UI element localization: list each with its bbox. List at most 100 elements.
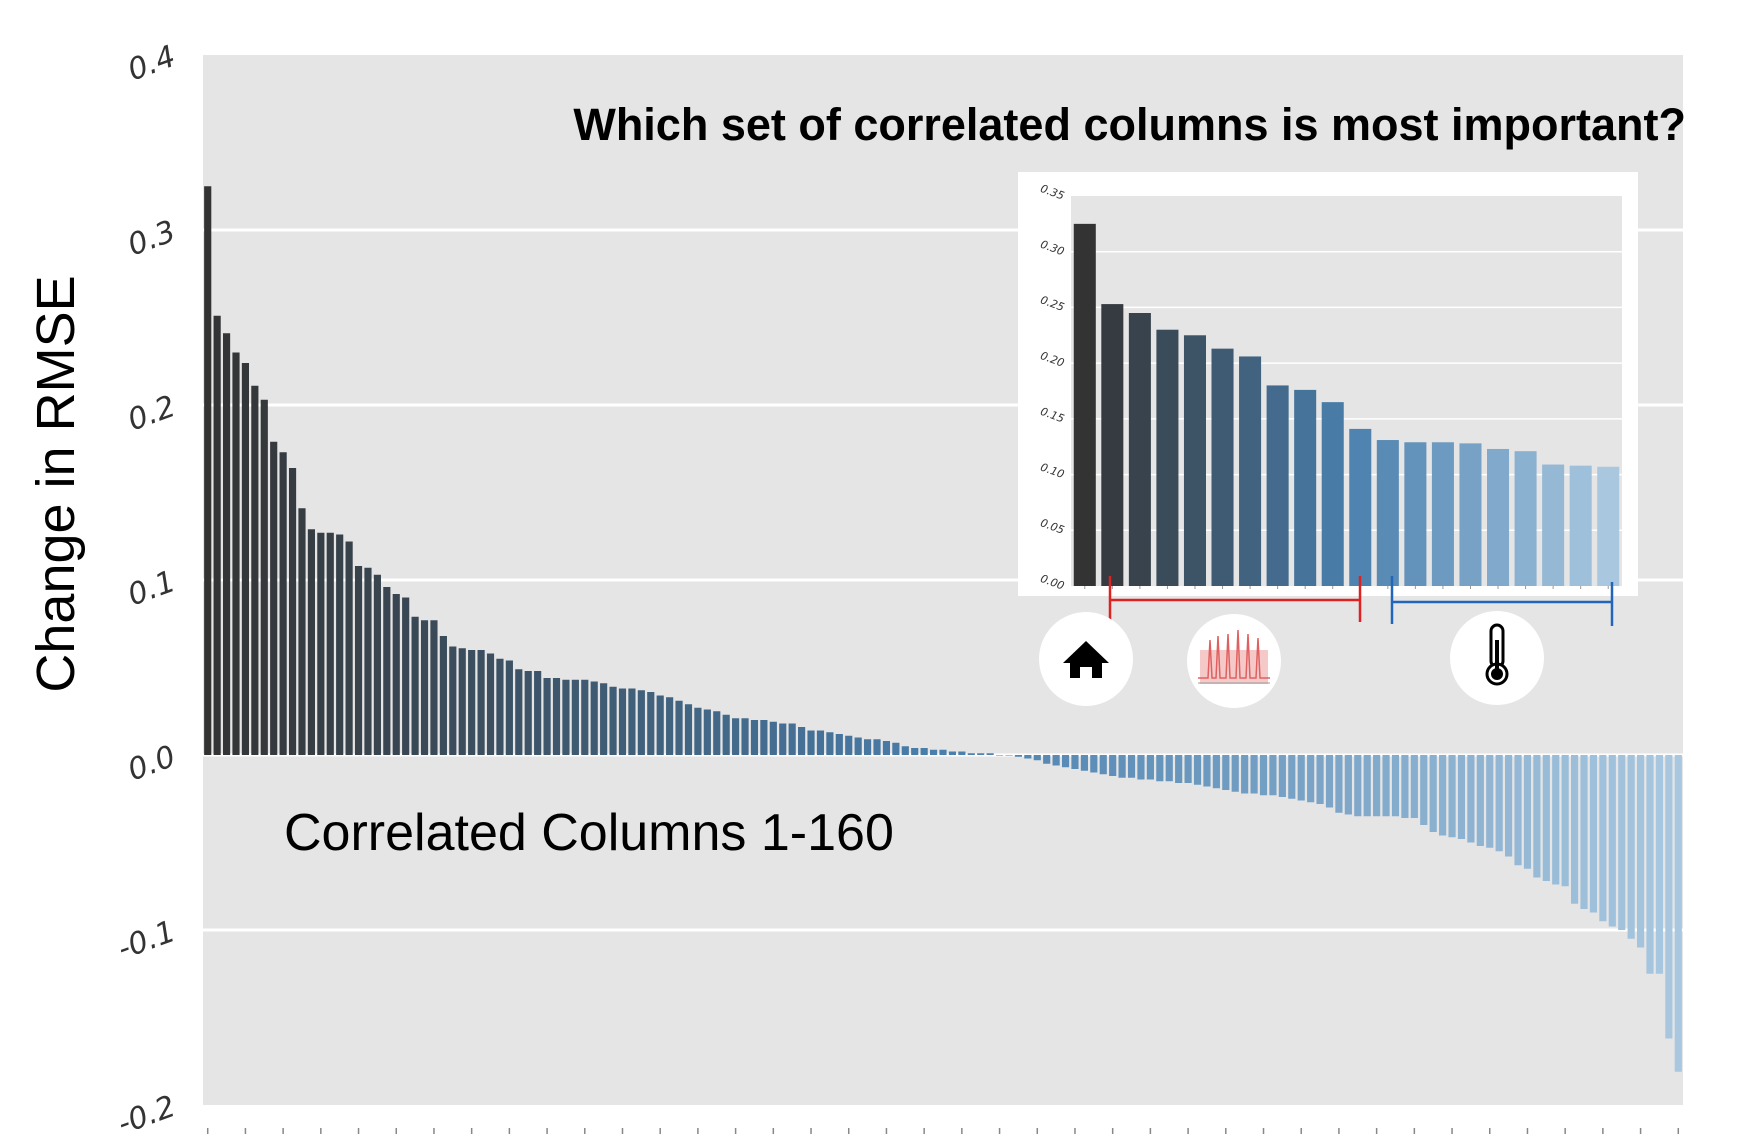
bar [1476,755,1484,846]
inset-bar [1101,304,1124,586]
bar [430,620,438,755]
bar [1222,755,1230,790]
bar [1325,755,1334,808]
bar [1184,755,1192,783]
bar [1203,755,1211,787]
bar [920,748,928,755]
bar [392,594,400,755]
house-icon [1039,612,1133,706]
bar [713,711,721,755]
bar [807,730,815,755]
bar [458,648,466,755]
inset-bar [1294,389,1317,586]
bar [1580,755,1588,909]
bar [590,681,598,755]
bar [1297,755,1305,801]
bar [298,508,306,755]
inset-bar [1128,313,1151,586]
bar [901,746,909,755]
bar [1439,755,1447,836]
bar [1373,755,1381,817]
bar [1674,755,1682,1072]
bar [1655,755,1664,974]
bar [1514,755,1522,866]
inset-bar [1459,443,1482,586]
inset-bar [1321,402,1344,586]
bar [1552,755,1560,885]
bar [1099,755,1107,775]
bar [1137,755,1145,780]
bar [1542,755,1550,881]
bar [307,529,315,755]
bar [703,709,711,755]
bracket-time-series-group [1108,576,1362,622]
bar [1448,755,1456,838]
bar [515,669,523,755]
bar [1665,755,1673,1039]
bar [1127,755,1136,778]
time-series-icon [1187,614,1281,708]
bar [581,679,589,755]
bar [618,688,627,755]
bar [1193,755,1202,785]
inset-bars [1073,223,1620,586]
inset-bar [1431,442,1454,586]
bar [647,692,655,755]
bar [1344,755,1352,815]
inset-bar [1514,451,1537,586]
bar [411,616,419,755]
bar [760,720,768,755]
bar [1288,755,1296,799]
bar [1533,755,1541,878]
bar [1109,755,1117,776]
bar [1231,755,1239,792]
bar [732,718,740,755]
x-tick-marks [206,1128,1680,1134]
bar [1429,755,1437,832]
bar [1052,755,1060,766]
bar [1278,755,1286,797]
bar [1080,755,1088,771]
bar [534,671,542,755]
bar [1335,755,1343,813]
bar [1118,755,1126,778]
y-tick-label: 0.1 [123,564,180,613]
bar [383,587,391,755]
bar [496,658,504,755]
bar [977,753,985,755]
bar [1410,755,1418,818]
bar [798,727,806,755]
y-tick-label: -0.1 [113,914,180,967]
inset-bar [1073,223,1096,586]
bar [722,714,730,755]
bar [1071,755,1079,769]
bar [628,688,636,755]
inset-bar [1569,465,1592,586]
bar [1618,755,1626,930]
bar [468,650,476,755]
bar [1457,755,1466,839]
bar [684,704,693,755]
bar [788,723,796,755]
bar [204,186,212,755]
inset-bar [1597,466,1620,586]
bar [1175,755,1183,783]
bar [505,660,513,755]
bars [204,186,1682,1072]
bar [1307,755,1315,803]
bar [439,636,447,755]
bar [562,679,570,755]
y-tick-label: 0.0 [123,739,180,788]
bar [486,653,495,755]
bar [958,751,966,755]
bar [666,697,674,755]
bar [750,720,759,755]
bar [911,748,919,755]
bar [317,532,325,755]
bar [477,650,485,755]
bar [694,707,702,755]
bar [609,686,617,755]
bar [948,751,957,755]
bar [420,620,429,755]
